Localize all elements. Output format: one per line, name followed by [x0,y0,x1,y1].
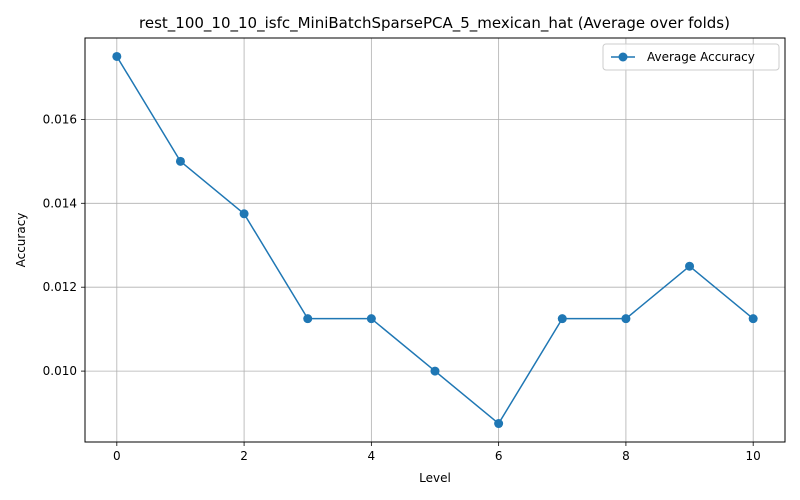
y-tick-label: 0.016 [43,112,77,126]
axes-frame [84,37,786,443]
y-tick-label: 0.010 [43,364,77,378]
x-tick-label: 4 [368,449,376,463]
legend-label: Average Accuracy [647,50,755,64]
data-point [494,419,504,429]
x-tick-label: 8 [622,449,630,463]
plot-area-border [84,37,786,443]
data-point [239,209,249,219]
data-point [366,314,376,324]
data-point [430,366,440,376]
y-tick-label: 0.014 [43,196,77,210]
x-axis-label: Level [419,471,451,485]
grid [85,38,785,442]
data-point [112,51,122,61]
data-point [303,314,313,324]
chart-title: rest_100_10_10_isfc_MiniBatchSparsePCA_5… [139,14,730,33]
legend: Average Accuracy [602,43,780,71]
y-tick-label: 0.012 [43,280,77,294]
y-axis-label: Accuracy [14,213,28,268]
legend-box [602,43,780,71]
data-series [112,51,758,429]
data-point [685,261,695,271]
x-tick-label: 2 [240,449,248,463]
data-point [748,314,758,324]
legend-marker-sample [618,52,628,62]
data-point [175,156,185,166]
data-point [557,314,567,324]
x-tick-label: 6 [495,449,503,463]
x-tick-label: 10 [746,449,761,463]
data-point [621,314,631,324]
y-axis-ticks: 0.010 0.012 0.014 0.016 [43,112,85,378]
x-axis-ticks: 0 2 4 6 8 10 [113,442,761,463]
x-tick-label: 0 [113,449,121,463]
